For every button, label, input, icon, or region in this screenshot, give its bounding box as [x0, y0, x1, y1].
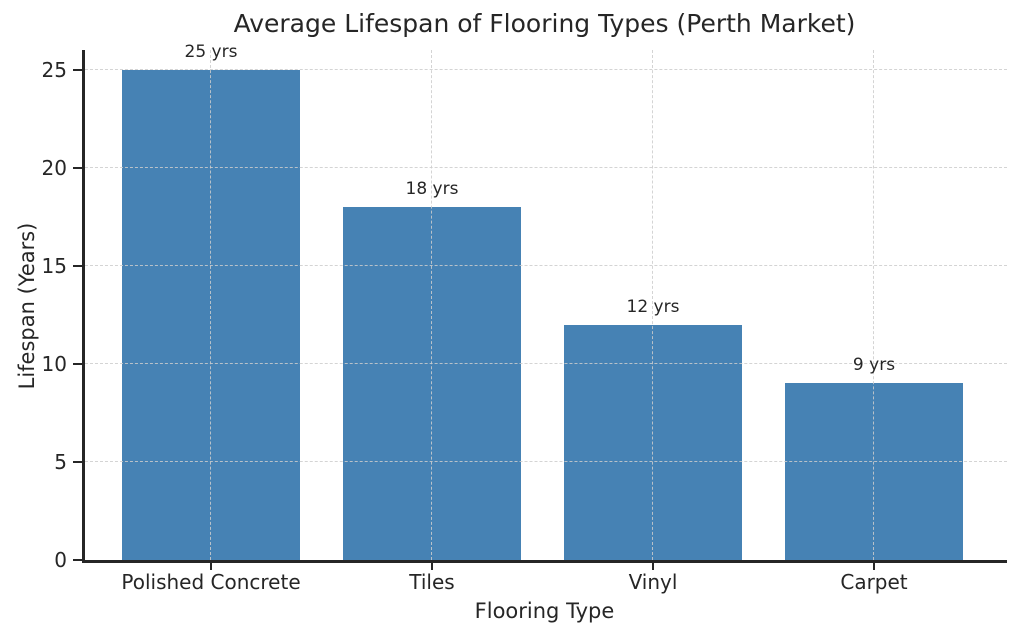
y-axis-tick: [73, 68, 85, 71]
x-axis-tick: [210, 563, 212, 570]
gridline-horizontal: [85, 264, 1007, 266]
bar: [122, 69, 300, 560]
x-axis-label: Flooring Type: [474, 599, 615, 623]
y-axis-tick: [73, 362, 85, 365]
x-axis-tick: [652, 563, 654, 570]
x-axis-tick: [873, 563, 875, 570]
plot-area: 0 5 10 15 20 25 25 yrs Polished Concrete 18 yrs T…: [42, 42, 1007, 594]
x-tick-label: Tiles: [409, 570, 455, 594]
gridline-horizontal: [85, 68, 1007, 70]
bar-value-label: 25 yrs: [184, 41, 238, 62]
x-tick-label: Carpet: [840, 570, 908, 594]
bar-value-label: 9 yrs: [852, 355, 896, 376]
gridline-horizontal: [85, 362, 1007, 364]
y-axis-tick: [73, 559, 85, 561]
y-tick-label: 10: [41, 351, 67, 376]
y-tick-label: 0: [54, 548, 67, 572]
bar: [785, 383, 963, 560]
y-axis-tick: [73, 166, 85, 169]
y-tick-label: 20: [41, 155, 67, 180]
y-tick-label: 15: [41, 253, 67, 278]
x-tick-label: Vinyl: [628, 570, 678, 594]
bar-value-label: 18 yrs: [405, 178, 459, 199]
chart-title: Average Lifespan of Flooring Types (Pert…: [233, 9, 856, 38]
y-tick-label: 5: [54, 449, 67, 474]
y-tick-label: 25: [41, 57, 67, 82]
y-axis-tick: [73, 264, 85, 267]
gridline-vertical: [431, 50, 432, 560]
bar: [343, 206, 521, 560]
gridline-vertical: [873, 50, 874, 560]
y-axis-tick: [73, 460, 85, 463]
gridline-horizontal: [85, 166, 1007, 168]
gridline-vertical: [652, 50, 653, 560]
x-axis-tick: [431, 563, 433, 570]
bar: [564, 324, 742, 560]
gridline-horizontal: [85, 460, 1007, 462]
x-tick-label: Polished Concrete: [121, 570, 301, 594]
gridline-vertical: [210, 50, 211, 560]
bar-value-label: 12 yrs: [626, 296, 680, 317]
